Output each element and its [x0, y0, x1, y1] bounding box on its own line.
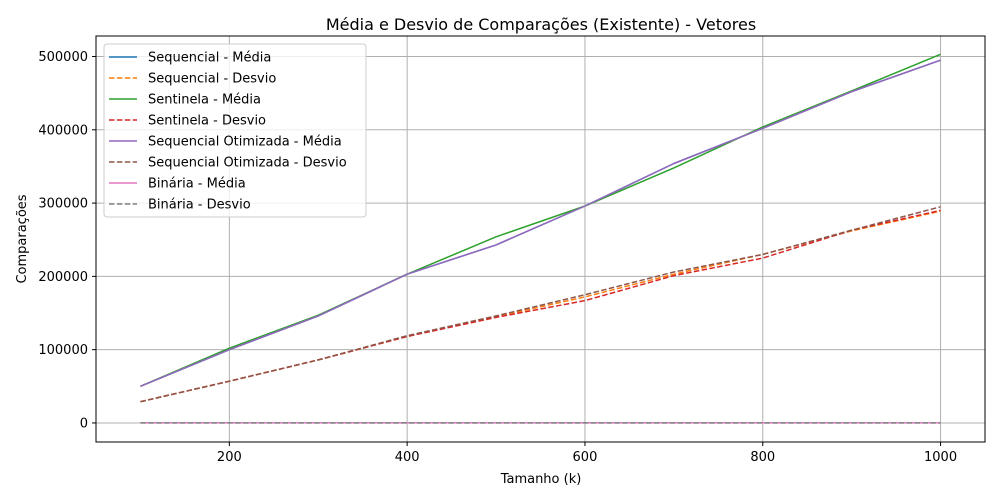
x-axis-label: Tamanho (k)	[500, 472, 582, 487]
x-tick-label: 800	[750, 450, 775, 465]
series-line-5	[140, 206, 941, 403]
x-axis-ticks: 200 400 600 800 1000	[217, 442, 957, 465]
legend-label: Sequencial Otimizada - Desvio	[148, 156, 347, 171]
x-tick-label: 400	[395, 450, 420, 465]
y-tick-label: 0	[80, 416, 88, 431]
legend-box	[103, 43, 367, 218]
series-lines	[140, 53, 941, 424]
legend-label: Sentinela - Média	[148, 93, 261, 108]
plot-frame	[95, 35, 986, 443]
legend-label: Binária - Média	[148, 177, 246, 192]
legend-label: Binária - Desvio	[148, 198, 251, 213]
x-tick-label: 1000	[924, 450, 957, 465]
legend-label: Sentinela - Desvio	[148, 114, 266, 129]
y-tick-label: 400000	[38, 123, 88, 138]
legend-label: Sequencial - Desvio	[148, 72, 276, 87]
y-axis-label: Comparações	[15, 194, 30, 283]
chart-title: Média e Desvio de Comparações (Existente…	[326, 15, 756, 34]
y-tick-label: 300000	[38, 197, 88, 212]
y-tick-label: 200000	[38, 270, 88, 285]
series-line-4	[140, 59, 941, 387]
y-tick-label: 500000	[38, 50, 88, 65]
y-axis-ticks: 0 100000 200000 300000 400000 500000	[38, 50, 96, 431]
legend-label: Sequencial Otimizada - Média	[148, 135, 342, 150]
x-tick-label: 600	[573, 450, 598, 465]
series-line-2	[140, 53, 941, 387]
legend-label: Sequencial - Média	[148, 51, 271, 66]
legend: Sequencial - Média Sequencial - Desvio Sen…	[103, 43, 367, 218]
y-tick-label: 100000	[38, 343, 88, 358]
x-tick-label: 200	[217, 450, 242, 465]
